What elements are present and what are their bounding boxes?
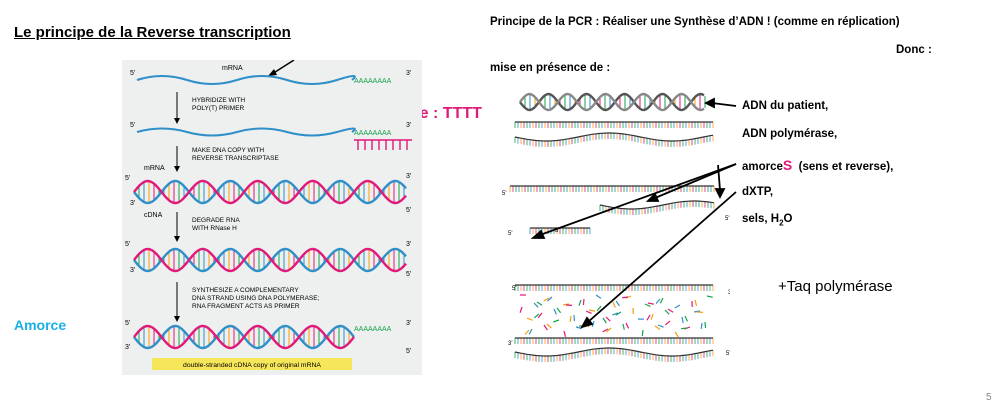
donc-label: Donc :	[896, 44, 932, 56]
step3-line2: WITH RNase H	[192, 225, 237, 232]
step2-line2: REVERSE TRANSCRIPTASE	[192, 155, 279, 162]
three-prime-r5-left: 3'	[125, 344, 130, 351]
step4-line2: DNA STRAND USING DNA POLYMERASE;	[192, 295, 320, 302]
item-sels: sels, H2O	[742, 213, 792, 227]
three-prime-r4: 3'	[406, 241, 411, 248]
mise-label: mise en présence de :	[490, 62, 611, 74]
sels-sub: 2	[779, 218, 784, 228]
five-prime-r4-right: 5'	[406, 271, 411, 278]
pcr-three-3: 3'	[508, 341, 512, 347]
five-prime-r5-right: 5'	[406, 348, 411, 355]
pcr-five-4: 5'	[512, 286, 516, 292]
slide-title: Le principe de la Reverse transcription	[14, 24, 291, 41]
step1-line1: HYBRIDIZE WITH	[192, 97, 245, 104]
pcr-five-3: 5'	[725, 216, 729, 222]
pcr-three-1: 3'	[555, 228, 559, 234]
item-amorces: amorceS (sens et reverse),	[742, 157, 893, 173]
cdna-side-label: cDNA	[144, 212, 163, 219]
pcr-five-5: 5'	[726, 351, 730, 357]
mrna-side-label: mRNA	[144, 165, 165, 172]
item-adn-patient: ADN du patient,	[742, 100, 829, 112]
five-prime-r3-right: 5'	[406, 207, 411, 214]
item-adn-polymerase: ADN polymérase,	[742, 128, 838, 140]
three-prime-r2: 3'	[406, 122, 411, 129]
sels-suffix: O	[783, 213, 793, 225]
reverse-transcription-figure: mRNA 5' AAAAAAAA 3' HYBRIDIZE WITH POLY(…	[122, 59, 422, 375]
poly-a-r2: AAAAAAAA	[354, 130, 392, 137]
step1-line2: POLY(T) PRIMER	[192, 105, 245, 112]
five-prime-r4: 5'	[125, 241, 130, 248]
pcr-five-2: 5'	[508, 231, 512, 237]
amorces-s: S	[782, 157, 793, 173]
three-prime-r1: 3'	[406, 70, 411, 77]
five-prime-r1: 5'	[130, 70, 135, 77]
step4-line1: SYNTHESIZE A COMPLEMENTARY	[192, 287, 299, 294]
amorces-prefix: amorce	[742, 161, 783, 173]
step4-line3: RNA FRAGMENT ACTS AS PRIMER	[192, 303, 300, 310]
three-prime-r3: 3'	[406, 173, 411, 180]
poly-a-r1: AAAAAAAA	[354, 78, 392, 85]
three-prime-r5: 3'	[406, 320, 411, 327]
five-prime-r5: 5'	[125, 320, 130, 327]
mrna-top-label: mRNA	[222, 65, 243, 72]
amorce-label: Amorce	[14, 317, 67, 333]
taq-polymerase-label: +Taq polymérase	[778, 278, 893, 295]
five-prime-r2: 5'	[130, 122, 135, 129]
item-dxtp: dXTP,	[742, 186, 774, 198]
poly-a-r5: AAAAAAAA	[354, 326, 392, 333]
amorces-suffix: (sens et reverse),	[792, 161, 894, 173]
pcr-figure: 5' 5' 3' 5' 5' 3' 3' 5'	[500, 80, 732, 365]
pcr-heading: Principe de la PCR : Réaliser une Synthè…	[490, 16, 900, 28]
sels-prefix: sels, H	[742, 213, 780, 225]
three-prime-r4-left: 3'	[130, 267, 135, 274]
step2-line1: MAKE DNA COPY WITH	[192, 147, 264, 154]
three-prime-r3-left: 3'	[130, 200, 135, 207]
pcr-five-1: 5'	[502, 191, 506, 197]
five-prime-r3: 5'	[125, 175, 130, 182]
step3-line1: DEGRADE RNA	[192, 217, 240, 224]
page-number: 5	[986, 392, 992, 403]
pcr-three-2: 3'	[728, 290, 730, 296]
rt-caption: double-stranded cDNA copy of original mR…	[183, 362, 321, 369]
